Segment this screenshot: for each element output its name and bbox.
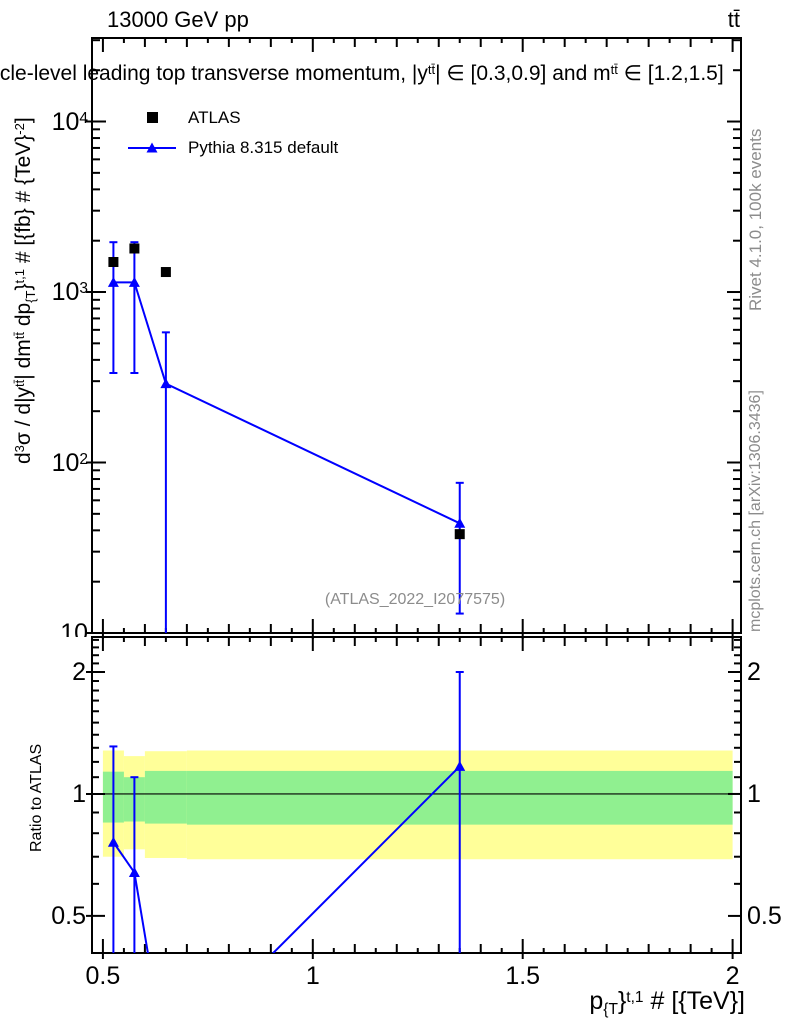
ratio-marker — [454, 760, 466, 771]
ratio-tick-label-right: 1 — [747, 779, 761, 808]
ratio-tick-label-left: 1 — [72, 779, 86, 808]
ratio-panel-data — [107, 670, 466, 953]
panel-frames — [91, 37, 742, 954]
ratio-tick-label-left: 0.5 — [51, 901, 86, 930]
rivet-version-note: Rivet 4.1.0, 100k events — [746, 128, 765, 311]
ratio-uncertainty-bands — [102, 750, 733, 860]
watermark-analysis-id: (ATLAS_2022_I2077575) — [324, 591, 506, 608]
ratio-marker — [107, 836, 119, 847]
atlas-marker — [454, 529, 465, 540]
x-tick-label: 2 — [725, 962, 740, 990]
pythia-line — [113, 281, 461, 525]
mcplots-source-note: mcplots.cern.ch [arXiv:1306.3436] — [747, 390, 764, 632]
pythia-marker — [128, 276, 140, 287]
ratio-line — [112, 765, 461, 953]
x-axis-title: p{T}t,1 # [{TeV}] — [589, 987, 745, 1019]
legend-square-marker — [147, 112, 158, 123]
ratio-tick-label-right: 0.5 — [747, 901, 782, 930]
legend-triangle-marker — [146, 142, 158, 153]
main-panel-data — [107, 241, 466, 633]
y-tick-label: 104 — [51, 107, 88, 136]
x-tick-label: 1 — [305, 962, 320, 990]
process-label: tt̄ — [727, 7, 740, 32]
ratio-error-bar — [109, 745, 118, 953]
pythia-error-bar — [455, 481, 464, 615]
inner-uncertainty-band — [144, 770, 187, 824]
atlas-marker — [129, 243, 140, 254]
ratio-tick-label-left: 2 — [72, 657, 86, 686]
pythia-marker — [454, 517, 466, 528]
plot-title: particle-level leading top transverse mo… — [0, 62, 724, 85]
legend-label-atlas: ATLAS — [188, 108, 241, 127]
ratio-error-bar — [130, 776, 139, 953]
y-tick-label: 102 — [51, 448, 88, 477]
ratio-marker — [128, 866, 140, 877]
legend-markers — [128, 112, 176, 153]
axis-ticks — [86, 38, 741, 959]
x-tick-label: 0.5 — [85, 962, 121, 990]
pythia-marker — [107, 276, 119, 287]
atlas-marker — [160, 267, 171, 278]
pythia-error-bar — [130, 241, 139, 374]
y-tick-label: 10 — [60, 619, 88, 637]
y-tick-label: 103 — [51, 278, 88, 307]
ratio-error-bar — [455, 670, 464, 953]
legend-label-pythia: Pythia 8.315 default — [188, 138, 339, 157]
pythia-marker — [160, 378, 172, 389]
x-tick-label: 1.5 — [505, 962, 541, 990]
atlas-marker — [108, 257, 119, 268]
beam-label: 13000 GeV pp — [107, 7, 249, 32]
ratio-tick-label-right: 2 — [747, 657, 761, 686]
